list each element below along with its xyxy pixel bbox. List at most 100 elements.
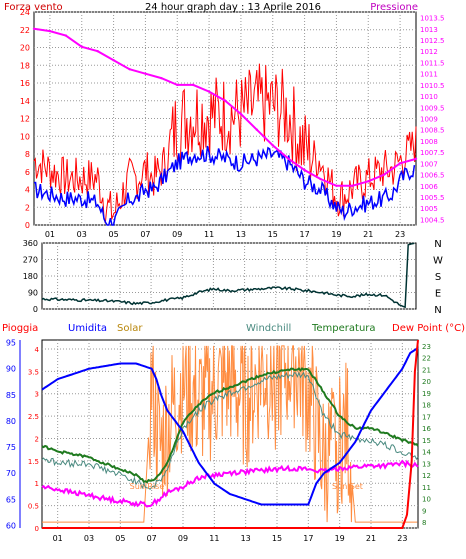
temperature-tick-17: 17: [422, 413, 431, 421]
temperature-tick-20: 20: [422, 378, 431, 386]
pressure-tick-1013: 1013: [420, 26, 438, 34]
temperature-axis-ticks: 8 9 10 11 12 13 14 15 16 17 18 19 20 21 22 23: [422, 343, 431, 527]
pressure-tick-1006: 1006: [420, 183, 438, 191]
x-tick-13: 13: [236, 230, 246, 239]
clim-x-tick-07: 07: [147, 534, 157, 543]
pressure-tick-1007: 1007: [420, 160, 438, 168]
pressure-tick-1013-5: 1013.5: [420, 15, 445, 23]
wind-pressure-series: [32, 27, 418, 226]
climate-legend: Pioggia Umidita Solar Windchill Temperatura D…: [2, 323, 465, 334]
x-tick-01: 01: [45, 230, 55, 239]
pressure-tick-1005: 1005: [420, 205, 438, 213]
wind-tick-6: 6: [25, 168, 30, 177]
series-dew-point-c-line: [41, 459, 419, 508]
chart-title: 24 hour graph day : 13 Aprile 2016: [145, 2, 321, 13]
rain-tick-4: 4: [35, 346, 40, 354]
pressure-point: [319, 177, 322, 181]
compass-label-4: N: [434, 305, 441, 316]
wind-tick-8: 8: [25, 150, 30, 159]
direction-degree-tick-0: 0: [33, 305, 38, 314]
wind-tick-0: 0: [25, 221, 30, 230]
pressure-tick-1011-5: 1011.5: [420, 59, 445, 67]
clim-x-tick-19: 19: [335, 534, 345, 543]
temperature-tick-23: 23: [422, 343, 431, 351]
series-pioggia-line: [42, 339, 419, 529]
compass-label-3: E: [435, 289, 441, 300]
clim-x-tick-23: 23: [397, 534, 407, 543]
rain-tick-3-5: 3.5: [28, 368, 39, 376]
pressure-tick-1007-5: 1007.5: [420, 149, 445, 157]
pressure-point: [287, 157, 290, 161]
clim-x-tick-01: 01: [53, 534, 63, 543]
wind-pressure-x-ticks: 01 03 05 07 09 11 13 15 17 19 21 23: [45, 230, 405, 239]
climate-grid: [42, 340, 418, 529]
rain-tick-3: 3: [35, 391, 39, 399]
pressure-tick-1012: 1012: [420, 48, 438, 56]
temperature-tick-12: 12: [422, 472, 431, 480]
legend-umidita: Umidita: [68, 323, 107, 334]
pressure-point: [144, 72, 147, 75]
clim-x-tick-03: 03: [84, 534, 94, 543]
direction-degree-tick-270: 270: [23, 256, 38, 265]
pressure-point: [80, 45, 83, 48]
climate-series: [41, 339, 419, 529]
x-tick-07: 07: [140, 230, 150, 239]
temperature-tick-22: 22: [422, 355, 431, 363]
temperature-tick-11: 11: [422, 484, 431, 492]
rain-tick-2-5: 2.5: [28, 413, 39, 421]
pressure-point: [32, 27, 36, 31]
wind-tick-24: 24: [20, 8, 30, 17]
pressure-point: [271, 144, 274, 147]
left-axis-label-wind: Forza vento: [4, 2, 63, 13]
rain-tick-1-5: 1.5: [28, 458, 39, 466]
compass-label-1: W: [433, 256, 443, 267]
humidity-tick-95: 95: [6, 339, 16, 348]
pressure-point: [255, 128, 259, 131]
pressure-point: [112, 59, 115, 62]
pressure-tick-1006-5: 1006.5: [420, 172, 445, 180]
x-tick-17: 17: [299, 230, 309, 239]
legend-windchill: Windchill: [246, 323, 291, 334]
pressure-point: [335, 184, 338, 187]
temperature-tick-14: 14: [422, 449, 431, 457]
temperature-tick-15: 15: [422, 437, 431, 445]
pressure-point: [207, 90, 211, 93]
pressure-point: [64, 34, 68, 37]
series-windchill-line: [41, 371, 419, 491]
wind-tick-14: 14: [20, 97, 30, 106]
series-wind-gust-line: [33, 63, 417, 224]
legend-solar: Solar: [117, 323, 143, 334]
wind-direction-degree-ticks: 0 90 180 270 360: [23, 239, 38, 314]
pressure-point: [351, 184, 354, 187]
series-temperatura-line: [41, 367, 419, 484]
pressure-point: [303, 168, 306, 172]
temperature-tick-16: 16: [422, 425, 431, 433]
wind-tick-4: 4: [25, 186, 30, 195]
legend-pioggia: Pioggia: [2, 323, 38, 334]
pressure-tick-1010-5: 1010.5: [420, 82, 445, 90]
direction-degree-tick-180: 180: [23, 272, 38, 281]
series-wind-direction-line: [41, 242, 415, 309]
x-tick-23: 23: [395, 230, 405, 239]
x-tick-11: 11: [204, 230, 214, 239]
temperature-tick-19: 19: [422, 390, 431, 398]
series-solar-line: [42, 345, 418, 523]
x-tick-09: 09: [172, 230, 182, 239]
annotation-sun-rise: Sun Rise: [130, 482, 165, 491]
pressure-axis-ticks: 1004.5 1005 1005.5 1006 1006.5 1007 1007.5 1008…: [420, 15, 445, 225]
pressure-point: [398, 162, 402, 165]
pressure-point: [160, 76, 163, 80]
rain-tick-0-5: 0.5: [28, 503, 39, 511]
pressure-tick-1011: 1011: [420, 71, 438, 79]
humidity-axis-ticks: 60 65 70 75 80 85 90 95: [6, 339, 21, 530]
legend-temperatura: Temperatura: [311, 323, 376, 334]
pressure-tick-1009-5: 1009.5: [420, 104, 445, 112]
pressure-point: [128, 67, 131, 71]
pressure-tick-1008-5: 1008.5: [420, 127, 445, 135]
direction-degree-tick-90: 90: [28, 289, 38, 298]
rain-axis-ticks: 0 0.5 1 1.5 2 2.5 3 3.5 4: [28, 346, 40, 533]
wind-tick-20: 20: [20, 44, 30, 53]
